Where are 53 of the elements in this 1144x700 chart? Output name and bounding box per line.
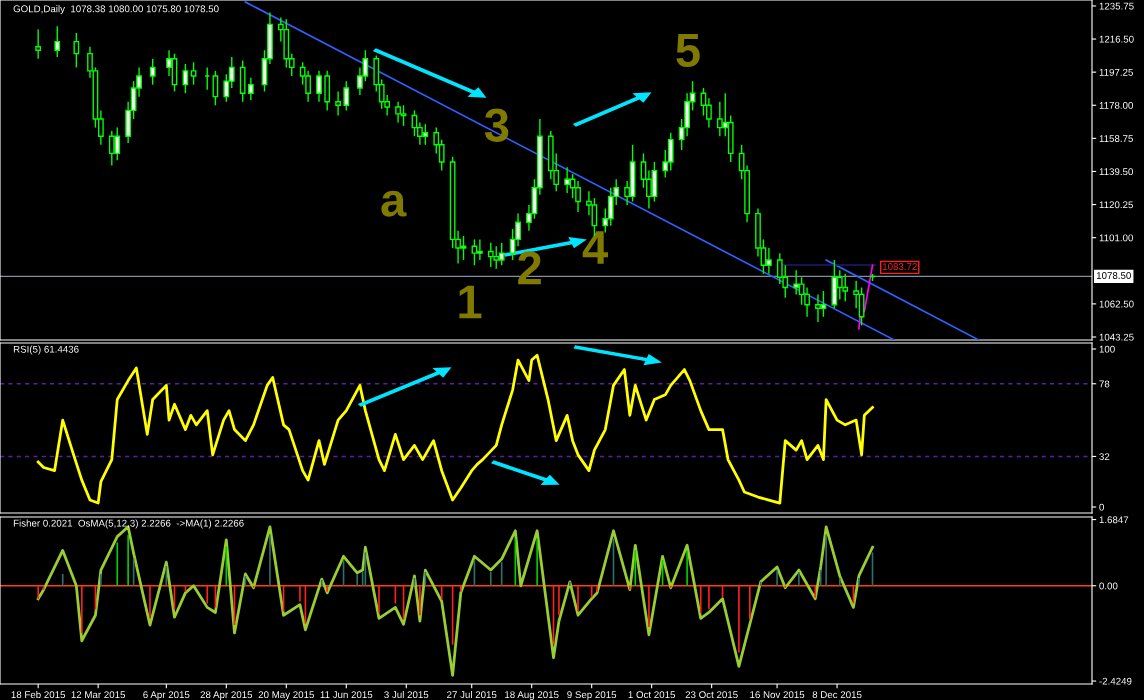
y-tick-label: 1120.25 xyxy=(1099,201,1133,209)
x-tick-label: 18 Feb 2015 xyxy=(11,690,66,699)
y-tick-label: 1216.50 xyxy=(1099,35,1134,43)
y-tick-label: 1235.75 xyxy=(1099,2,1134,10)
x-tick-label: 27 Jul 2015 xyxy=(447,690,497,699)
x-tick-label: 12 Mar 2015 xyxy=(71,691,126,699)
annotation: 5 xyxy=(676,34,700,68)
candlestick xyxy=(149,58,156,86)
line-series xyxy=(858,264,874,330)
candlestick xyxy=(247,77,254,101)
candlestick xyxy=(73,32,80,69)
y-tick-label: 0.00 xyxy=(1099,582,1118,590)
x-tick-label: 20 May 2015 xyxy=(258,691,314,700)
x-tick-label: 9 Sep 2015 xyxy=(567,691,617,700)
candlestick xyxy=(343,80,350,112)
y-tick-label: 1178.00 xyxy=(1099,101,1133,109)
annotation: a xyxy=(381,190,407,217)
candlestick xyxy=(564,166,571,194)
y-tick-label: -2.4249 xyxy=(1099,677,1132,685)
chart-title: RSI(5) 61.4436 xyxy=(13,345,79,355)
x-tick-label: 16 Nov 2015 xyxy=(750,691,805,699)
candlestick xyxy=(54,25,61,58)
line-series xyxy=(36,353,874,505)
y-tick-label: 1139.50 xyxy=(1099,168,1133,176)
annotation: 4 xyxy=(582,231,609,264)
y-tick-label: 32 xyxy=(1099,453,1110,461)
y-tick-label: 1.6847 xyxy=(1099,516,1129,524)
y-tick-label: 1062.50 xyxy=(1099,300,1134,308)
y-tick-label: 1101.00 xyxy=(1099,234,1133,242)
candlestick xyxy=(335,90,341,117)
x-tick-label: 23 Oct 2015 xyxy=(685,691,738,699)
candlestick xyxy=(316,70,322,103)
x-tick-label: 1 Oct 2015 xyxy=(628,691,676,699)
y-tick-label: 0 xyxy=(1099,503,1104,511)
x-tick-label: 8 Dec 2015 xyxy=(812,691,862,699)
x-tick-label: 18 Aug 2015 xyxy=(505,691,559,700)
candlestick xyxy=(793,269,800,296)
ref-line-label: 1078.50 xyxy=(1096,272,1131,279)
x-tick-label: 11 Jun 2015 xyxy=(320,691,373,699)
y-tick-label: 100 xyxy=(1099,345,1115,353)
candlestick xyxy=(35,28,42,60)
annotation: 1 xyxy=(459,285,482,319)
y-tick-label: 1043.25 xyxy=(1099,333,1134,341)
x-tick-label: 3 Jul 2015 xyxy=(384,690,429,699)
chart-title: GOLD,Daily 1078.38 1080.00 1075.80 1078.50 xyxy=(13,5,219,15)
x-tick-label: 6 Apr 2015 xyxy=(143,691,190,700)
y-tick-label: 78 xyxy=(1099,380,1110,388)
candlestick xyxy=(190,61,197,86)
chart-title: Fisher 0.2021 OsMA(5,12,3) 2.2266 ->MA(1) 2.2266 xyxy=(13,519,244,529)
y-tick-label: 1197.25 xyxy=(1099,68,1133,76)
annotation: 1083.72 xyxy=(882,263,917,270)
y-tick-label: 1158.75 xyxy=(1099,135,1133,142)
x-tick-label: 28 Apr 2015 xyxy=(200,691,253,700)
